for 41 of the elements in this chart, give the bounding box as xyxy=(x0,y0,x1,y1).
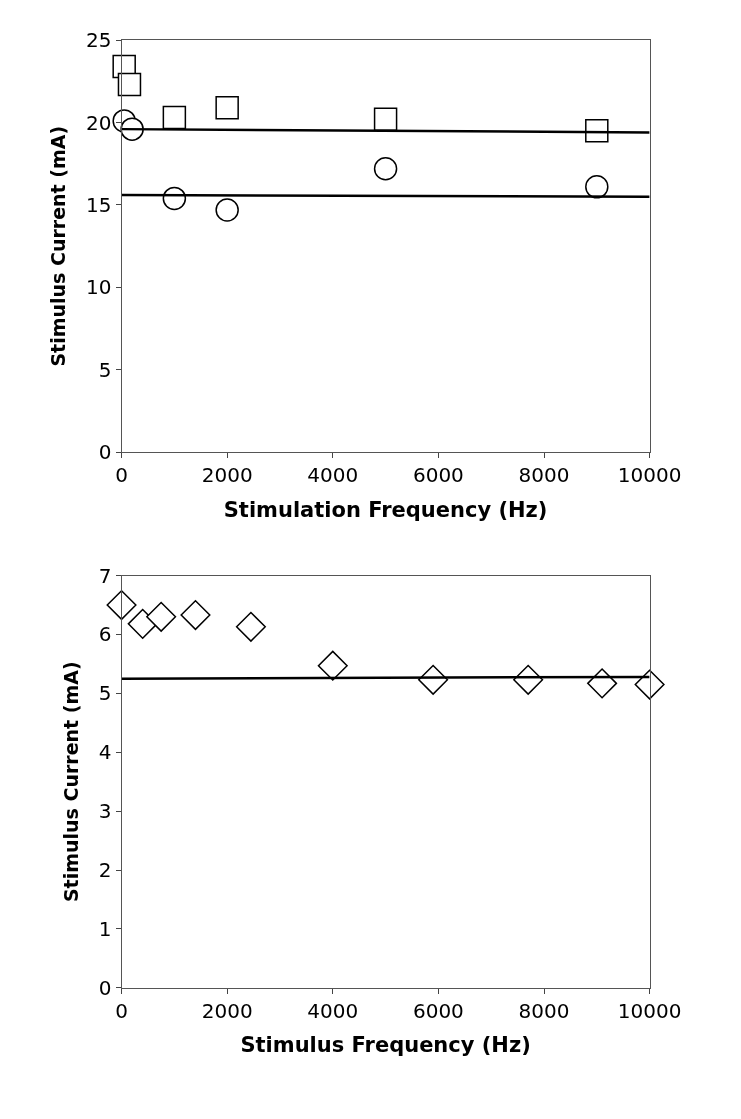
x-tick-label: 4000 xyxy=(307,463,359,488)
y-tick-label: 0 xyxy=(98,440,112,465)
point xyxy=(587,668,618,699)
x-tick-label: 2000 xyxy=(201,463,253,488)
point xyxy=(373,107,398,131)
y-tick-label: 1 xyxy=(98,916,112,941)
x-tick-label: 8000 xyxy=(518,998,570,1023)
y-axis-title: Stimulus Current (mA) xyxy=(46,125,69,367)
y-axis-title: Stimulus Current (mA) xyxy=(59,661,82,903)
y-tick-label: 6 xyxy=(98,622,112,647)
point xyxy=(373,156,398,181)
x-tick-label: 0 xyxy=(115,463,128,488)
x-tick-label: 10000 xyxy=(617,463,682,488)
point xyxy=(146,601,177,632)
point xyxy=(215,198,239,222)
point xyxy=(585,119,609,143)
point xyxy=(235,611,266,642)
point xyxy=(317,650,348,681)
x-axis-title: Stimulus Frequency (Hz) xyxy=(240,1033,531,1058)
x-tick-label: 6000 xyxy=(412,463,464,488)
y-tick-label: 15 xyxy=(86,192,112,217)
y-tick-label: 10 xyxy=(86,275,112,300)
y-tick-label: 3 xyxy=(98,799,112,824)
y-tick-label: 4 xyxy=(98,740,112,765)
y-tick-label: 2 xyxy=(98,858,112,883)
x-tick-label: 2000 xyxy=(201,998,253,1023)
x-tick-label: 0 xyxy=(115,998,128,1023)
point xyxy=(162,105,187,130)
y-tick-label: 7 xyxy=(98,563,112,588)
point xyxy=(215,95,239,120)
point xyxy=(180,599,211,631)
x-axis-title: Stimulation Frequency (Hz) xyxy=(223,497,548,522)
y-tick-label: 0 xyxy=(98,975,112,1000)
x-tick-label: 10000 xyxy=(617,998,682,1023)
x-tick-label: 6000 xyxy=(412,998,464,1023)
x-tick-label: 8000 xyxy=(518,463,570,488)
y-tick-label: 25 xyxy=(86,28,112,53)
y-tick-label: 5 xyxy=(98,357,112,382)
y-tick-label: 5 xyxy=(98,681,112,706)
x-tick-label: 4000 xyxy=(307,998,359,1023)
y-tick-label: 20 xyxy=(86,110,112,135)
